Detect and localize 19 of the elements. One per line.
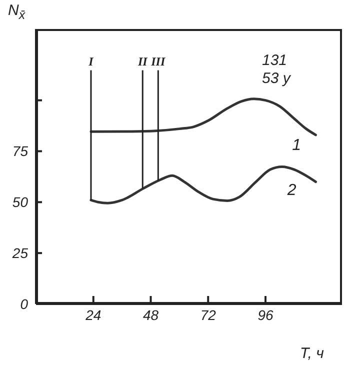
x-tick-label: 72 [200, 306, 216, 323]
x-tick-label: 24 [84, 306, 102, 323]
y-tick-label: 75 [12, 143, 28, 160]
y-tick-label: 50 [12, 194, 28, 210]
x-axis-title: T, ч [300, 345, 324, 362]
annotation: 1 [292, 137, 302, 154]
line-series [90, 98, 317, 136]
y-tick-label: 0 [20, 296, 28, 312]
y-tick-label: 25 [11, 245, 28, 262]
annotation: 131 [262, 52, 288, 70]
x-tick-label: 48 [142, 306, 159, 323]
ref-line-label: II [136, 54, 149, 68]
x-tick-label: 96 [258, 306, 274, 323]
annotation: 2 [286, 182, 296, 199]
y-axis-title: N$_{x̄}$ [8, 2, 26, 22]
ref-line-label: I [88, 54, 95, 68]
ref-line-label: III [150, 54, 166, 68]
line-series [90, 165, 317, 204]
annotation: 53 у [262, 70, 290, 88]
